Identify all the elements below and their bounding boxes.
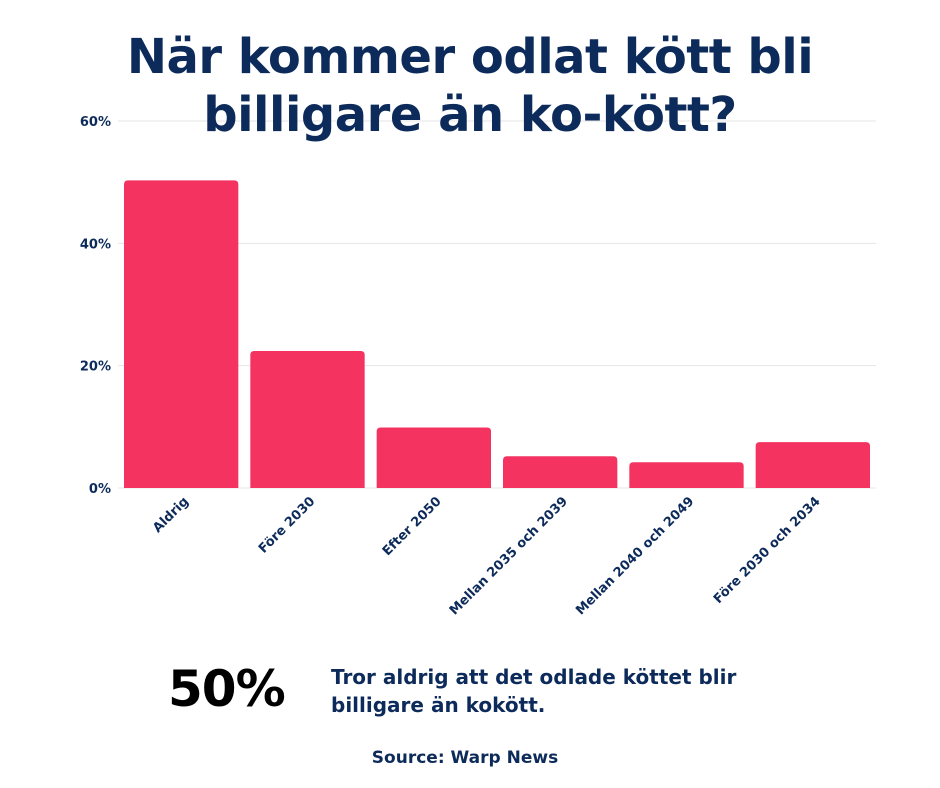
x-tick-label: Aldrig [150, 494, 192, 536]
bar [629, 462, 744, 488]
bar [124, 180, 239, 488]
highlight-text-line-2: billigare än kokött. [331, 693, 546, 717]
x-tick-label: Före 2030 och 2034 [711, 494, 824, 607]
chart-title: När kommer odlat kött bli billigare än k… [0, 28, 940, 144]
bars [124, 180, 870, 488]
y-tick-label: 40% [80, 237, 111, 252]
x-tick-label: Efter 2050 [380, 494, 445, 559]
x-tick-label: Mellan 2035 och 2039 [447, 494, 571, 618]
bar [250, 350, 365, 488]
x-axis: Aldrig Före 2030 Efter 2050 Mellan 2035 och… [150, 494, 823, 618]
highlight-text: Tror aldrig att det odlade köttet blir b… [331, 663, 791, 719]
bar [376, 427, 491, 488]
chart-title-line-2: billigare än ko-kött? [203, 87, 737, 143]
highlight-text-line-1: Tror aldrig att det odlade köttet blir [331, 665, 737, 689]
y-tick-label: 0% [89, 482, 111, 497]
x-tick-label: Före 2030 [256, 494, 318, 556]
chart-title-line-1: När kommer odlat kött bli [126, 29, 814, 85]
highlight-value: 50% [168, 660, 286, 718]
bar [503, 456, 618, 488]
x-tick-label: Mellan 2040 och 2049 [573, 494, 697, 618]
y-axis: 0% 20% 40% 60% [80, 115, 111, 497]
bar [755, 442, 870, 488]
y-tick-label: 60% [80, 115, 111, 130]
y-tick-label: 20% [80, 360, 111, 375]
gridlines [118, 120, 876, 489]
source-credit: Source: Warp News [371, 748, 559, 768]
